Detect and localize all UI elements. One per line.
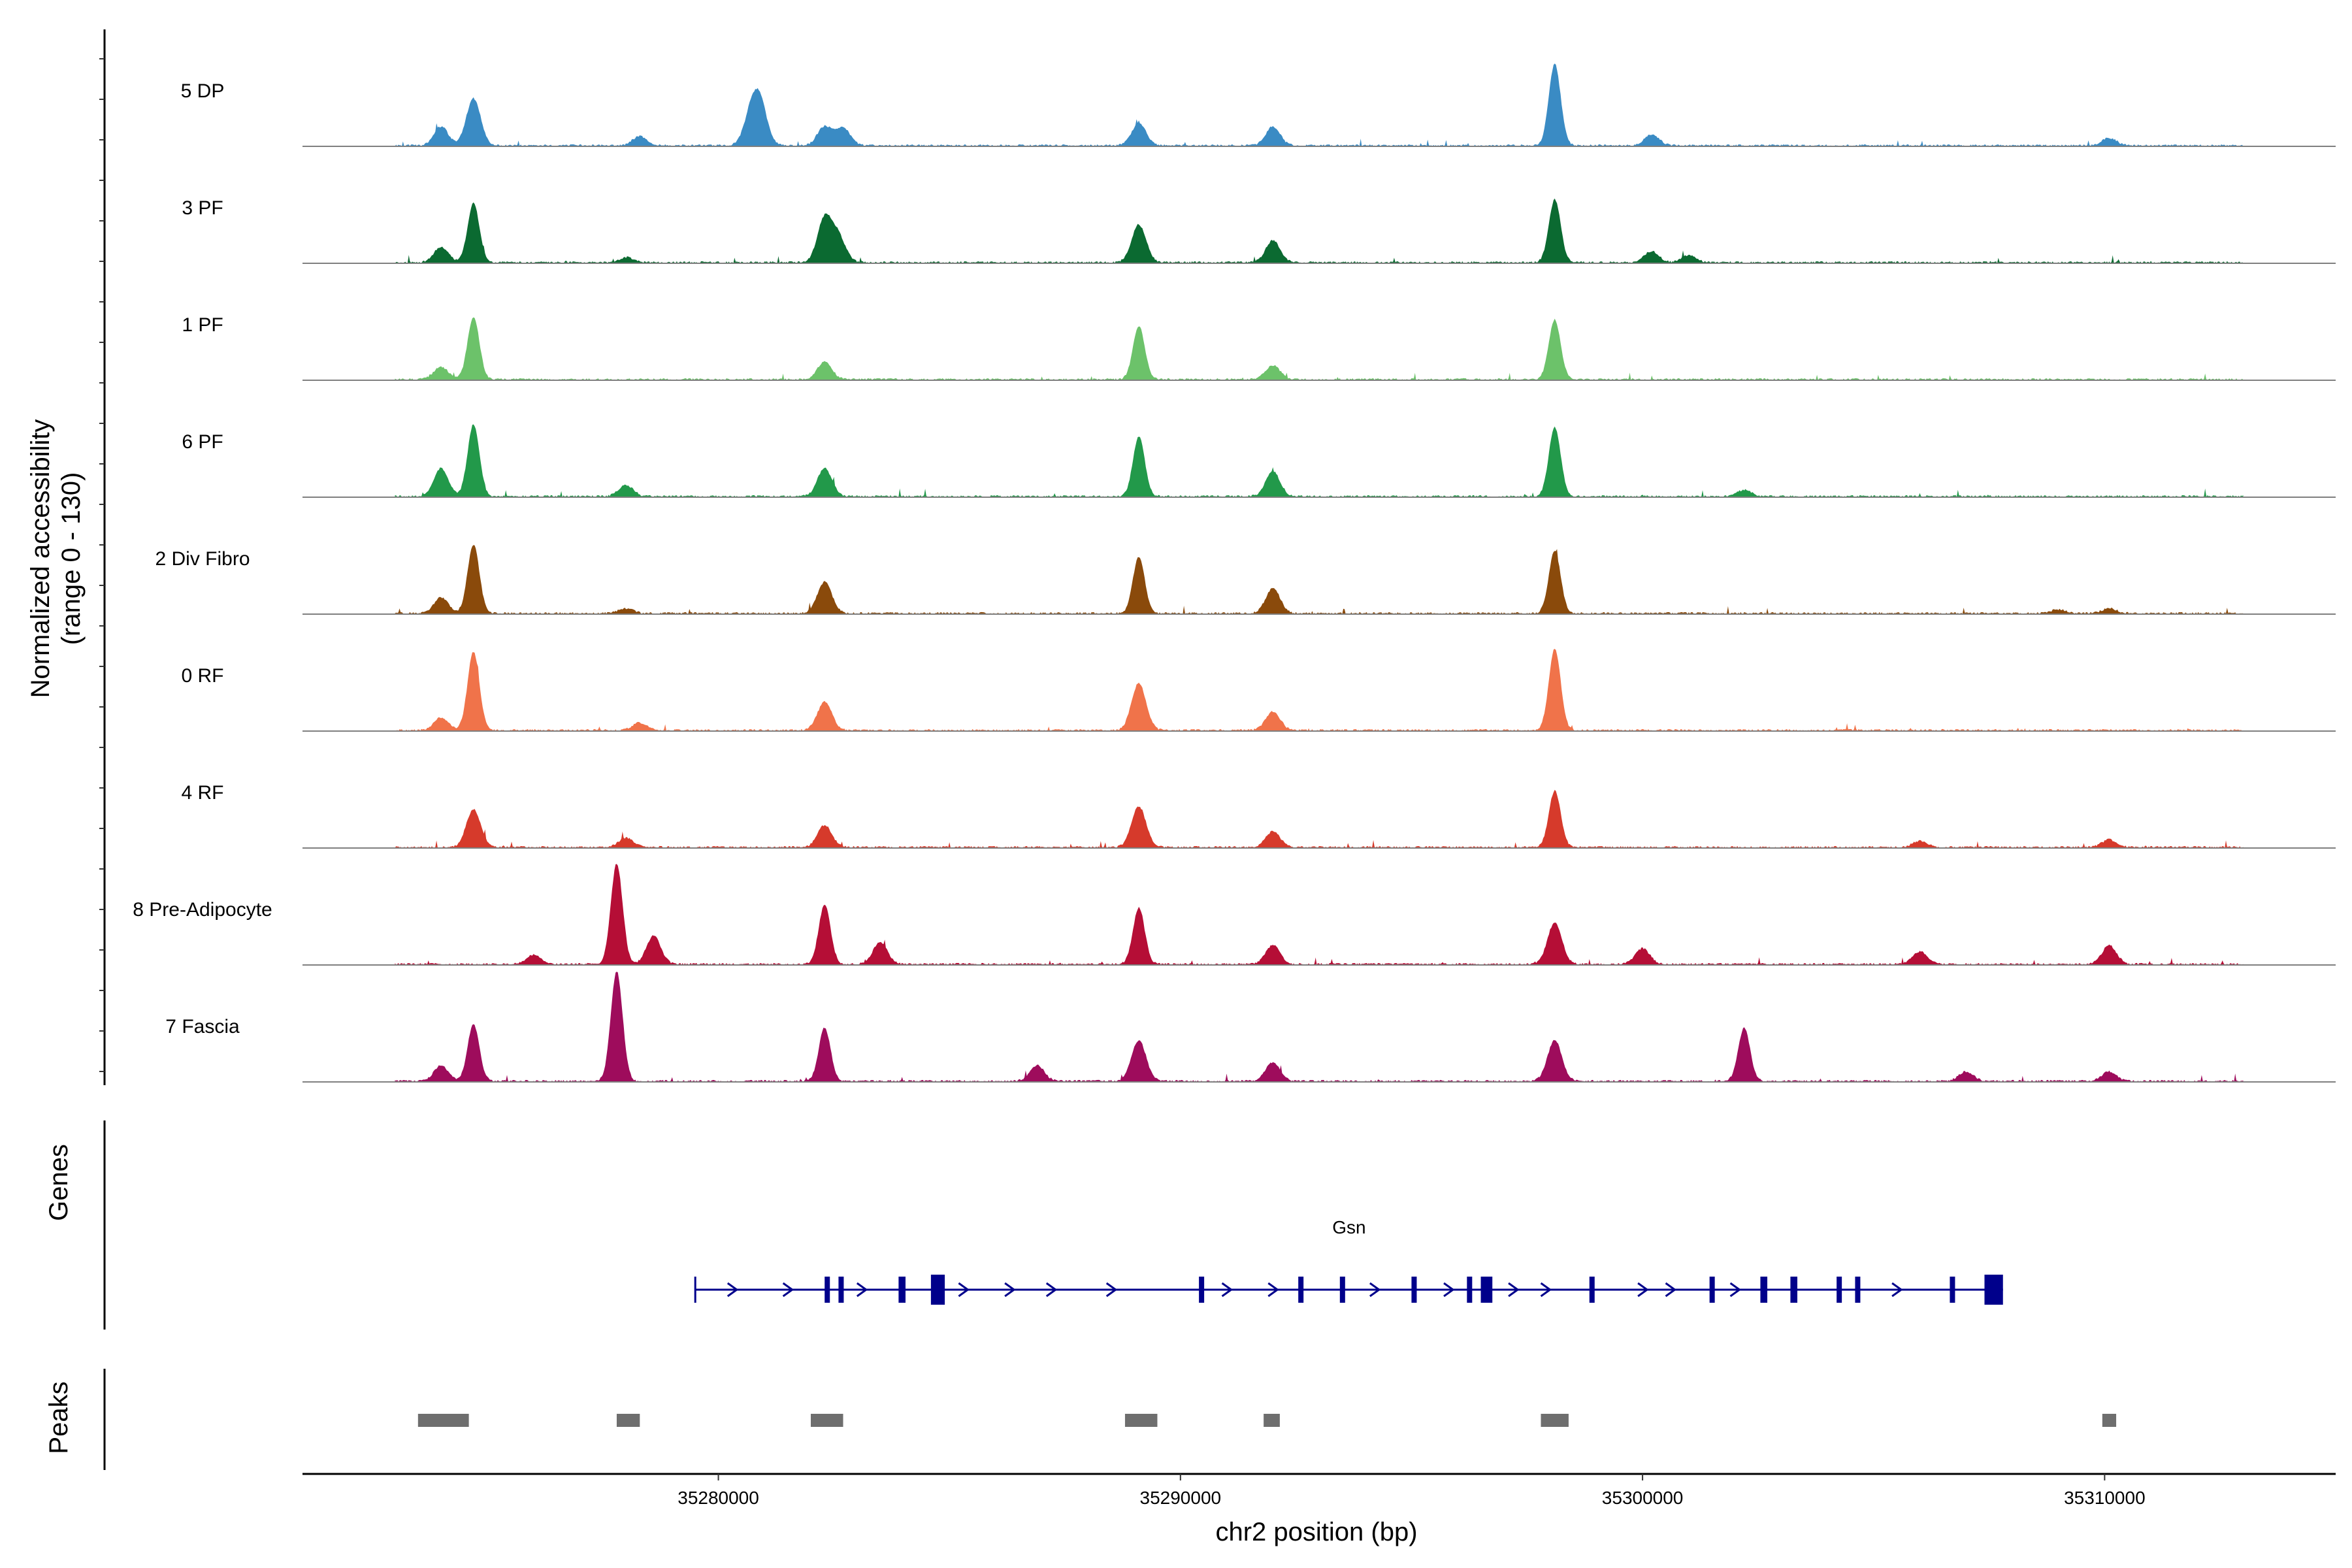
track-label-2-div-fibro: 2 Div Fibro bbox=[155, 548, 250, 570]
gene-exon bbox=[1199, 1277, 1205, 1303]
track-1-pf: 1 PF bbox=[182, 314, 2336, 381]
track-3-pf: 3 PF bbox=[182, 197, 2336, 264]
gene-strand-arrow bbox=[958, 1282, 970, 1298]
gene-exon bbox=[898, 1277, 906, 1303]
x-axis-title: chr2 position (bp) bbox=[1215, 1518, 1417, 1546]
track-0-rf: 0 RF bbox=[181, 649, 2336, 732]
gene-strand-arrow bbox=[782, 1282, 794, 1298]
coverage-area-1-pf bbox=[395, 317, 2244, 380]
gene-strand-arrow bbox=[856, 1282, 868, 1298]
peaks-track bbox=[103, 1369, 2117, 1470]
gene-exon bbox=[1480, 1277, 1493, 1303]
track-2-div-fibro: 2 Div Fibro bbox=[155, 545, 2336, 615]
gene-exon bbox=[838, 1277, 844, 1303]
track-5-dp: 5 DP bbox=[181, 63, 2336, 147]
track-label-7-fascia: 7 Fascia bbox=[165, 1016, 240, 1037]
track-label-0-rf: 0 RF bbox=[181, 665, 223, 687]
y-axis-subtitle: (range 0 - 130) bbox=[57, 472, 86, 645]
track-7-fascia: 7 Fascia bbox=[165, 972, 2336, 1083]
gene-exon bbox=[930, 1275, 945, 1305]
track-8-pre-adipocyte: 8 Pre-Adipocyte bbox=[133, 864, 2336, 966]
gene-strand-arrow bbox=[1508, 1282, 1520, 1298]
gene-strand-arrow bbox=[1443, 1282, 1455, 1298]
x-tick-label: 35280000 bbox=[678, 1488, 759, 1508]
gene-strand-arrow bbox=[1540, 1282, 1552, 1298]
coverage-area-3-pf bbox=[395, 198, 2244, 263]
gene-strand-arrow bbox=[1105, 1282, 1118, 1298]
coverage-area-7-fascia bbox=[395, 972, 2244, 1082]
coverage-area-5-dp bbox=[395, 63, 2244, 146]
gene-exon bbox=[1467, 1277, 1473, 1303]
coverage-tracks: 5 DP 3 PF 1 PF 6 PF 2 Div Fibro 0 RF 4 RF 8 Pre… bbox=[133, 63, 2336, 1083]
peak-region bbox=[616, 1414, 640, 1427]
gene-exon bbox=[1984, 1275, 2003, 1305]
gene-strand-arrow bbox=[1004, 1282, 1016, 1298]
gene-exon bbox=[1760, 1277, 1768, 1303]
gene-exon bbox=[1298, 1277, 1304, 1303]
coverage-area-4-rf bbox=[395, 789, 2244, 848]
gene-exon bbox=[825, 1277, 830, 1303]
gene-annotation-track: Gsn bbox=[103, 1120, 2003, 1330]
track-4-rf: 4 RF bbox=[181, 782, 2336, 849]
track-label-8-pre-adipocyte: 8 Pre-Adipocyte bbox=[133, 899, 272, 921]
gene-strand-arrow bbox=[1267, 1282, 1279, 1298]
gene-exon bbox=[1411, 1277, 1417, 1303]
gene-exon bbox=[1790, 1277, 1798, 1303]
gene-strand-arrow bbox=[1045, 1282, 1058, 1298]
gene-exon bbox=[1837, 1277, 1842, 1303]
track-label-4-rf: 4 RF bbox=[181, 782, 223, 804]
y-axis-title: Normalized accessibility bbox=[26, 419, 55, 698]
gene-exon bbox=[1339, 1277, 1345, 1303]
peak-region bbox=[2102, 1414, 2117, 1427]
gene-exon bbox=[1855, 1277, 1861, 1303]
peak-region bbox=[1541, 1414, 1569, 1427]
coverage-area-2-div-fibro bbox=[395, 545, 2244, 614]
gene-strand-arrow bbox=[727, 1282, 739, 1298]
x-tick-label: 35290000 bbox=[1140, 1488, 1222, 1508]
coverage-area-8-pre-adipocyte bbox=[395, 864, 2244, 965]
gene-exon bbox=[1709, 1277, 1715, 1303]
gene-label: Gsn bbox=[1332, 1217, 1365, 1237]
peak-region bbox=[1264, 1414, 1280, 1427]
gene-exon bbox=[1950, 1277, 1955, 1303]
genes-panel-title: Genes bbox=[44, 1144, 73, 1221]
track-label-3-pf: 3 PF bbox=[182, 197, 223, 219]
gene-strand-arrow bbox=[1369, 1282, 1381, 1298]
track-6-pf: 6 PF bbox=[182, 424, 2336, 498]
gene-strand-arrow bbox=[1729, 1282, 1742, 1298]
gene-strand-arrow bbox=[1665, 1282, 1677, 1298]
gene-exon bbox=[1589, 1277, 1595, 1303]
peak-region bbox=[417, 1414, 469, 1427]
gene-strand-arrow bbox=[1221, 1282, 1233, 1298]
track-label-5-dp: 5 DP bbox=[181, 80, 225, 102]
peaks-panel-title: Peaks bbox=[44, 1381, 73, 1454]
coverage-area-0-rf bbox=[395, 649, 2244, 731]
x-axis: 35280000 35290000 35300000 35310000 bbox=[302, 1473, 2336, 1508]
peak-region bbox=[1124, 1414, 1158, 1427]
track-label-6-pf: 6 PF bbox=[182, 431, 223, 453]
x-tick-label: 35300000 bbox=[1602, 1488, 1684, 1508]
track-label-1-pf: 1 PF bbox=[182, 314, 223, 336]
coverage-area-6-pf bbox=[395, 424, 2244, 497]
gene-strand-arrow bbox=[1891, 1282, 1903, 1298]
peak-region bbox=[811, 1414, 843, 1427]
y-axis-coverage bbox=[99, 29, 106, 1085]
gene-strand-arrow bbox=[1637, 1282, 1649, 1298]
x-tick-label: 35310000 bbox=[2064, 1488, 2146, 1508]
